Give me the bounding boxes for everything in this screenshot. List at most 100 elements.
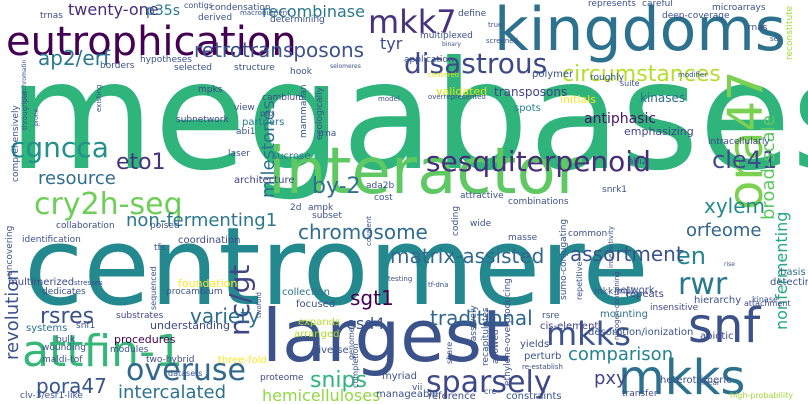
word-substrates: substrates xyxy=(116,311,164,321)
word-en: en xyxy=(676,242,706,270)
word-subset: subset xyxy=(312,211,342,221)
word-spots: spots xyxy=(514,103,541,114)
word-proteome: proteome xyxy=(260,373,304,383)
word-megabases: megabases xyxy=(8,30,808,204)
word-ampk: ampk xyxy=(308,203,334,213)
word-prone: prone xyxy=(33,108,40,126)
word-mpks: mpks xyxy=(198,85,223,95)
word-structure: structure xyxy=(234,63,275,73)
word-insensitive: insensitive xyxy=(650,303,699,313)
word-rsre: rsre xyxy=(542,311,560,321)
word-contigs: contigs xyxy=(184,1,213,10)
word-ap2-erf: ap2/erf xyxy=(38,46,110,70)
word-cis-element: cis-element xyxy=(540,321,599,332)
word-centered: centered xyxy=(428,71,460,79)
word-laser: laser xyxy=(228,149,250,159)
word-disastrous: disastrous xyxy=(404,47,548,80)
word-tf-dna: tf-dna xyxy=(428,281,449,289)
word-sparsely: sparsely xyxy=(426,365,552,400)
word-abi2: abi2 xyxy=(628,157,648,167)
word-modifier: modifier xyxy=(678,71,708,79)
word-foundation: foundation xyxy=(178,277,238,290)
word-chromosome: chromosome xyxy=(298,220,428,244)
word-nitrogen-containing: nitrogen-containing xyxy=(613,271,621,340)
word-interactor: interactor xyxy=(268,135,583,209)
word-deep-coverage: deep-coverage xyxy=(662,11,730,21)
word-ada2b: ada2b xyxy=(366,181,395,191)
word-partners: partners xyxy=(242,117,285,128)
word-detecting: detecting xyxy=(770,277,808,288)
word-emphasizing: emphasizing xyxy=(624,125,694,138)
word-pxy: pxy xyxy=(594,368,627,389)
word-sumo-conjugating: sumo-conjugating xyxy=(559,218,569,300)
word-transfer: transfer xyxy=(622,389,658,399)
word-three-fold: three-fold xyxy=(218,355,267,366)
word-cle41: cle41 xyxy=(712,146,778,174)
word-abi1: abi1 xyxy=(236,127,256,137)
word-datasets: datasets xyxy=(168,369,203,378)
word-poised: poised xyxy=(150,221,180,231)
word-pro: pro xyxy=(260,109,274,118)
word-sgt1: sgt1 xyxy=(350,286,394,310)
word-p35s: p35s xyxy=(146,3,180,19)
word-model: model xyxy=(378,95,400,103)
word-suite: suite xyxy=(620,79,640,88)
word-initials: initials xyxy=(560,93,596,106)
word-validated: validated xyxy=(436,85,488,98)
word-rnas: rnas xyxy=(748,23,768,33)
word-heterotrimeric: heterotrimeric xyxy=(660,375,732,386)
word-repetitive: repetitive xyxy=(575,261,584,300)
word-borders: borders xyxy=(100,61,135,71)
word-vii: vii xyxy=(412,383,423,393)
word-systems: systems xyxy=(26,323,68,334)
word-two-hybrid: two-hybrid xyxy=(146,355,195,365)
word-twofold: twofold xyxy=(255,292,263,318)
word-hemicelluloses: hemicelluloses xyxy=(262,386,381,404)
word-traditional: traditional xyxy=(430,306,533,330)
word-mkks-2: mkks xyxy=(546,315,631,353)
word-desorption-ionization: desorption/ionization xyxy=(588,327,694,338)
word-interchromatin: interchromatin xyxy=(21,59,28,104)
word-by-2: by-2 xyxy=(312,174,361,199)
word-cre: cre xyxy=(484,387,497,396)
word-expands: expands xyxy=(298,317,341,328)
word-intercalated: intercalated xyxy=(118,382,227,403)
word-orfeome: orfeome xyxy=(686,220,762,241)
word-network: network xyxy=(614,285,655,296)
word-selomeres: selomeres xyxy=(330,63,361,70)
word-circumstances: circumstances xyxy=(562,62,721,87)
word-massively: massively xyxy=(469,305,479,350)
word-mkk7: mkk7 xyxy=(368,3,457,41)
word-microarrays: microarrays xyxy=(712,3,766,13)
word-repeats: repeats xyxy=(626,289,664,300)
word-hypotheses: hypotheses xyxy=(140,55,192,65)
word-retrotransposons: retrotransposons xyxy=(194,38,365,62)
word-xylem: xylem xyxy=(704,194,766,218)
word-high-probability: high-probability xyxy=(730,391,794,400)
word-overrepresented: overrepresented xyxy=(428,93,486,101)
word-linear: linear xyxy=(700,379,720,387)
word-eto1: eto1 xyxy=(116,150,166,175)
word-centromere: centromere xyxy=(24,205,649,330)
word-antiphasic: antiphasic xyxy=(584,111,657,127)
word-derived: derived xyxy=(198,13,233,23)
word-arranged: arranged xyxy=(294,329,340,340)
word-completion: completion xyxy=(351,343,360,388)
word-resource: resource xyxy=(38,168,116,189)
word-snips: snips xyxy=(310,368,367,393)
word-comparison: comparison xyxy=(568,344,674,365)
word-screened: screened xyxy=(486,37,519,45)
word-wounding: wounding xyxy=(42,343,86,353)
word-procedures: procedures xyxy=(114,333,176,346)
word-2d: 2d xyxy=(290,203,302,213)
word-mammalian: mammalian xyxy=(299,84,309,138)
word-pora47: pora47 xyxy=(36,374,107,398)
word-attractive: attractive xyxy=(460,191,504,201)
word-sucrose: sucrose xyxy=(272,151,311,162)
word-modules: modules xyxy=(110,345,149,355)
word-understanding: understanding xyxy=(150,319,230,332)
word-largest: largest xyxy=(262,294,511,378)
word-architecture: architecture xyxy=(234,175,295,186)
word-kingdoms: kingdoms xyxy=(494,0,787,65)
word-identification: identification xyxy=(22,235,81,245)
